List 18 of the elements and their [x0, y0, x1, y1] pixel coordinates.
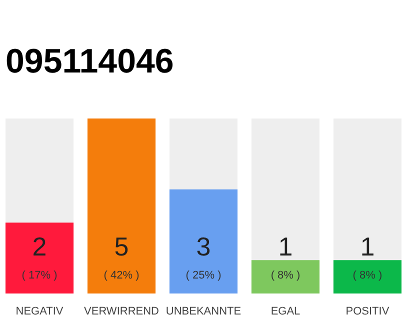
data-label: ( 17% ) [22, 270, 58, 282]
data-label: ( 25% ) [186, 270, 222, 282]
x-tick-label: UNBEKANNTE [166, 306, 242, 318]
x-tick-label: NEGATIV [16, 306, 64, 318]
x-tick-label: VERWIRREND [84, 306, 160, 318]
annotation: 3 [196, 232, 211, 262]
data-label: ( 42% ) [104, 270, 140, 282]
x-tick-label: POSITIV [346, 306, 390, 318]
chart-title: 095114046 [6, 42, 174, 80]
x-tick-label: EGAL [270, 306, 300, 318]
annotation: 2 [32, 232, 47, 262]
annotation: 1 [278, 232, 293, 262]
bar [333, 260, 402, 294]
bar [251, 260, 320, 294]
annotation: 5 [114, 232, 129, 262]
data-label: ( 8% ) [352, 270, 382, 282]
data-label: ( 8% ) [270, 270, 300, 282]
annotation: 1 [360, 232, 375, 262]
